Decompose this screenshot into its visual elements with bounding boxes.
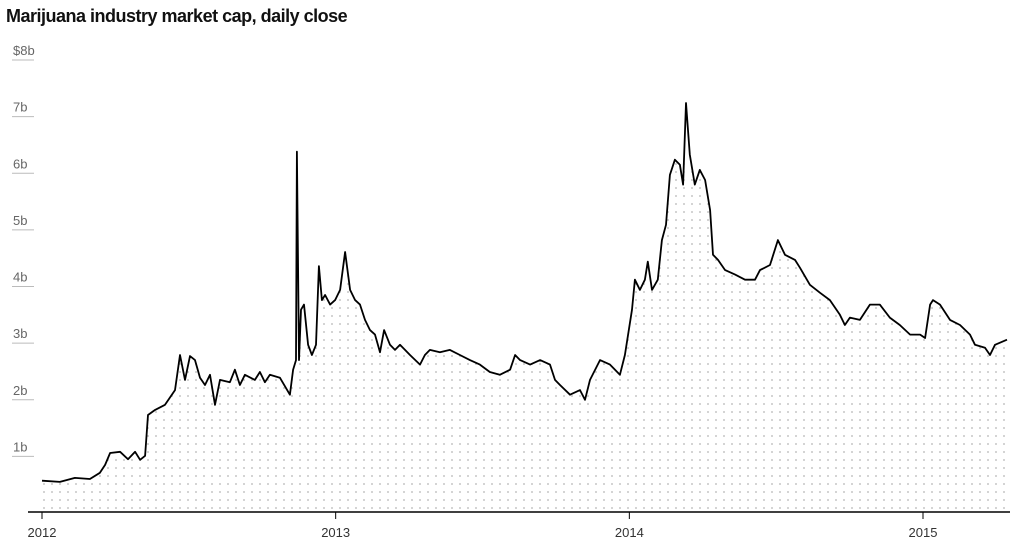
x-tick-label: 2015: [909, 525, 938, 540]
line: [41, 102, 1008, 483]
y-tick-label: 6b: [13, 156, 27, 171]
y-tick-label: 1b: [13, 439, 27, 454]
x-tick-label: 2012: [28, 525, 57, 540]
x-tick-label: 2013: [321, 525, 350, 540]
y-tick-label: 3b: [13, 326, 27, 341]
y-tick-label: 2b: [13, 383, 27, 398]
area-fill: [42, 103, 1007, 513]
y-tick-label: $8b: [13, 43, 35, 58]
y-tick-label: 4b: [13, 270, 27, 285]
chart-title: Marijuana industry market cap, daily clo…: [6, 6, 348, 26]
x-tick-label: 2014: [615, 525, 644, 540]
y-tick-label: 5b: [13, 213, 27, 228]
y-tick-label: 7b: [13, 100, 27, 115]
